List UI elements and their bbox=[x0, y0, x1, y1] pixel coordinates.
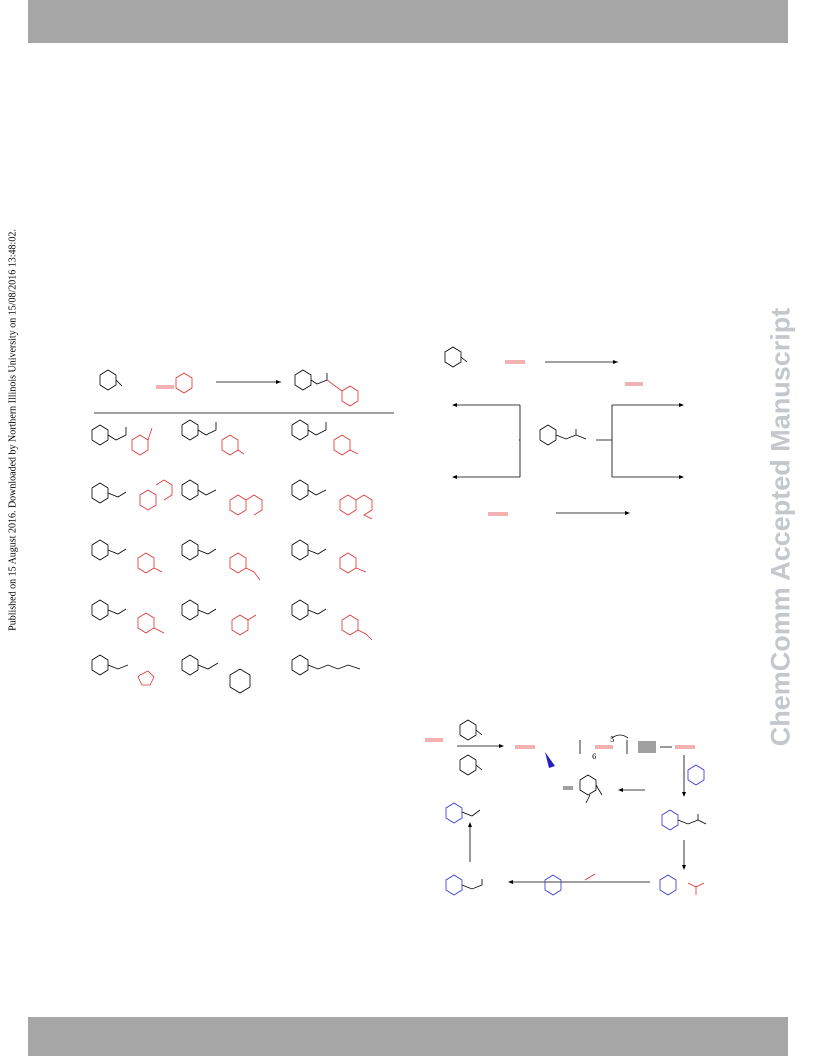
scope-scheme-header bbox=[94, 369, 394, 414]
catalytic-cycle-scheme: 6 5 bbox=[425, 719, 707, 896]
cycle-label-6: 6 bbox=[592, 753, 597, 761]
top-header-band bbox=[28, 0, 788, 43]
scope-table-entries bbox=[91, 419, 373, 694]
bottom-footer-band bbox=[28, 1017, 788, 1056]
divergent-scheme bbox=[444, 346, 684, 516]
cycle-label-5: 5 bbox=[610, 736, 614, 744]
